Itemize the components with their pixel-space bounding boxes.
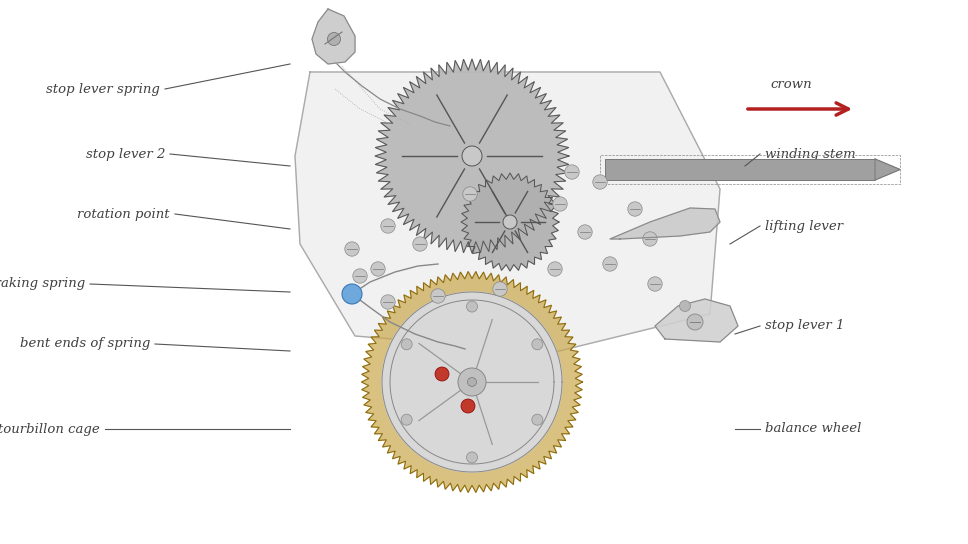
Text: lifting lever: lifting lever (765, 219, 843, 232)
Circle shape (435, 367, 449, 381)
Polygon shape (382, 292, 562, 472)
Polygon shape (461, 173, 559, 271)
Circle shape (458, 368, 486, 396)
Circle shape (342, 284, 362, 304)
Circle shape (592, 175, 607, 189)
Polygon shape (655, 299, 738, 342)
Circle shape (603, 257, 618, 271)
Text: winding stem: winding stem (765, 147, 856, 160)
Circle shape (345, 242, 359, 256)
Circle shape (327, 33, 341, 46)
Circle shape (431, 289, 445, 303)
Circle shape (564, 165, 579, 179)
Circle shape (578, 225, 592, 239)
Circle shape (371, 262, 385, 276)
Circle shape (380, 219, 395, 233)
Circle shape (380, 295, 395, 309)
Text: pillar of tourbillon cage: pillar of tourbillon cage (0, 423, 100, 436)
Circle shape (687, 314, 703, 330)
Circle shape (680, 300, 690, 312)
Circle shape (553, 197, 567, 211)
Circle shape (548, 262, 562, 276)
Circle shape (531, 414, 543, 425)
Circle shape (493, 282, 507, 296)
Circle shape (463, 187, 477, 201)
Circle shape (352, 269, 367, 283)
Circle shape (467, 452, 477, 463)
Text: stop lever 2: stop lever 2 (85, 147, 165, 160)
Polygon shape (295, 72, 720, 352)
Circle shape (401, 339, 412, 350)
Circle shape (628, 202, 642, 216)
Circle shape (643, 232, 657, 246)
Circle shape (412, 237, 427, 251)
Text: balance wheel: balance wheel (765, 423, 862, 436)
Circle shape (648, 277, 662, 291)
Polygon shape (375, 59, 569, 253)
Text: crown: crown (770, 77, 811, 90)
Text: stop lever spring: stop lever spring (46, 83, 160, 96)
Bar (605, 159, 875, 180)
Text: stop lever 1: stop lever 1 (765, 319, 844, 332)
Circle shape (503, 215, 517, 229)
Circle shape (468, 378, 476, 386)
Polygon shape (361, 271, 583, 492)
Polygon shape (390, 300, 554, 464)
Polygon shape (312, 9, 355, 64)
Bar (600, 155, 900, 184)
Polygon shape (875, 159, 900, 180)
Circle shape (467, 301, 477, 312)
Circle shape (401, 414, 412, 425)
Text: V-shaped braking spring: V-shaped braking spring (0, 277, 85, 290)
Text: rotation point: rotation point (77, 207, 170, 220)
Text: bent ends of spring: bent ends of spring (19, 337, 150, 350)
Circle shape (462, 146, 482, 166)
Circle shape (461, 399, 475, 413)
Polygon shape (610, 208, 720, 239)
Circle shape (531, 339, 543, 350)
